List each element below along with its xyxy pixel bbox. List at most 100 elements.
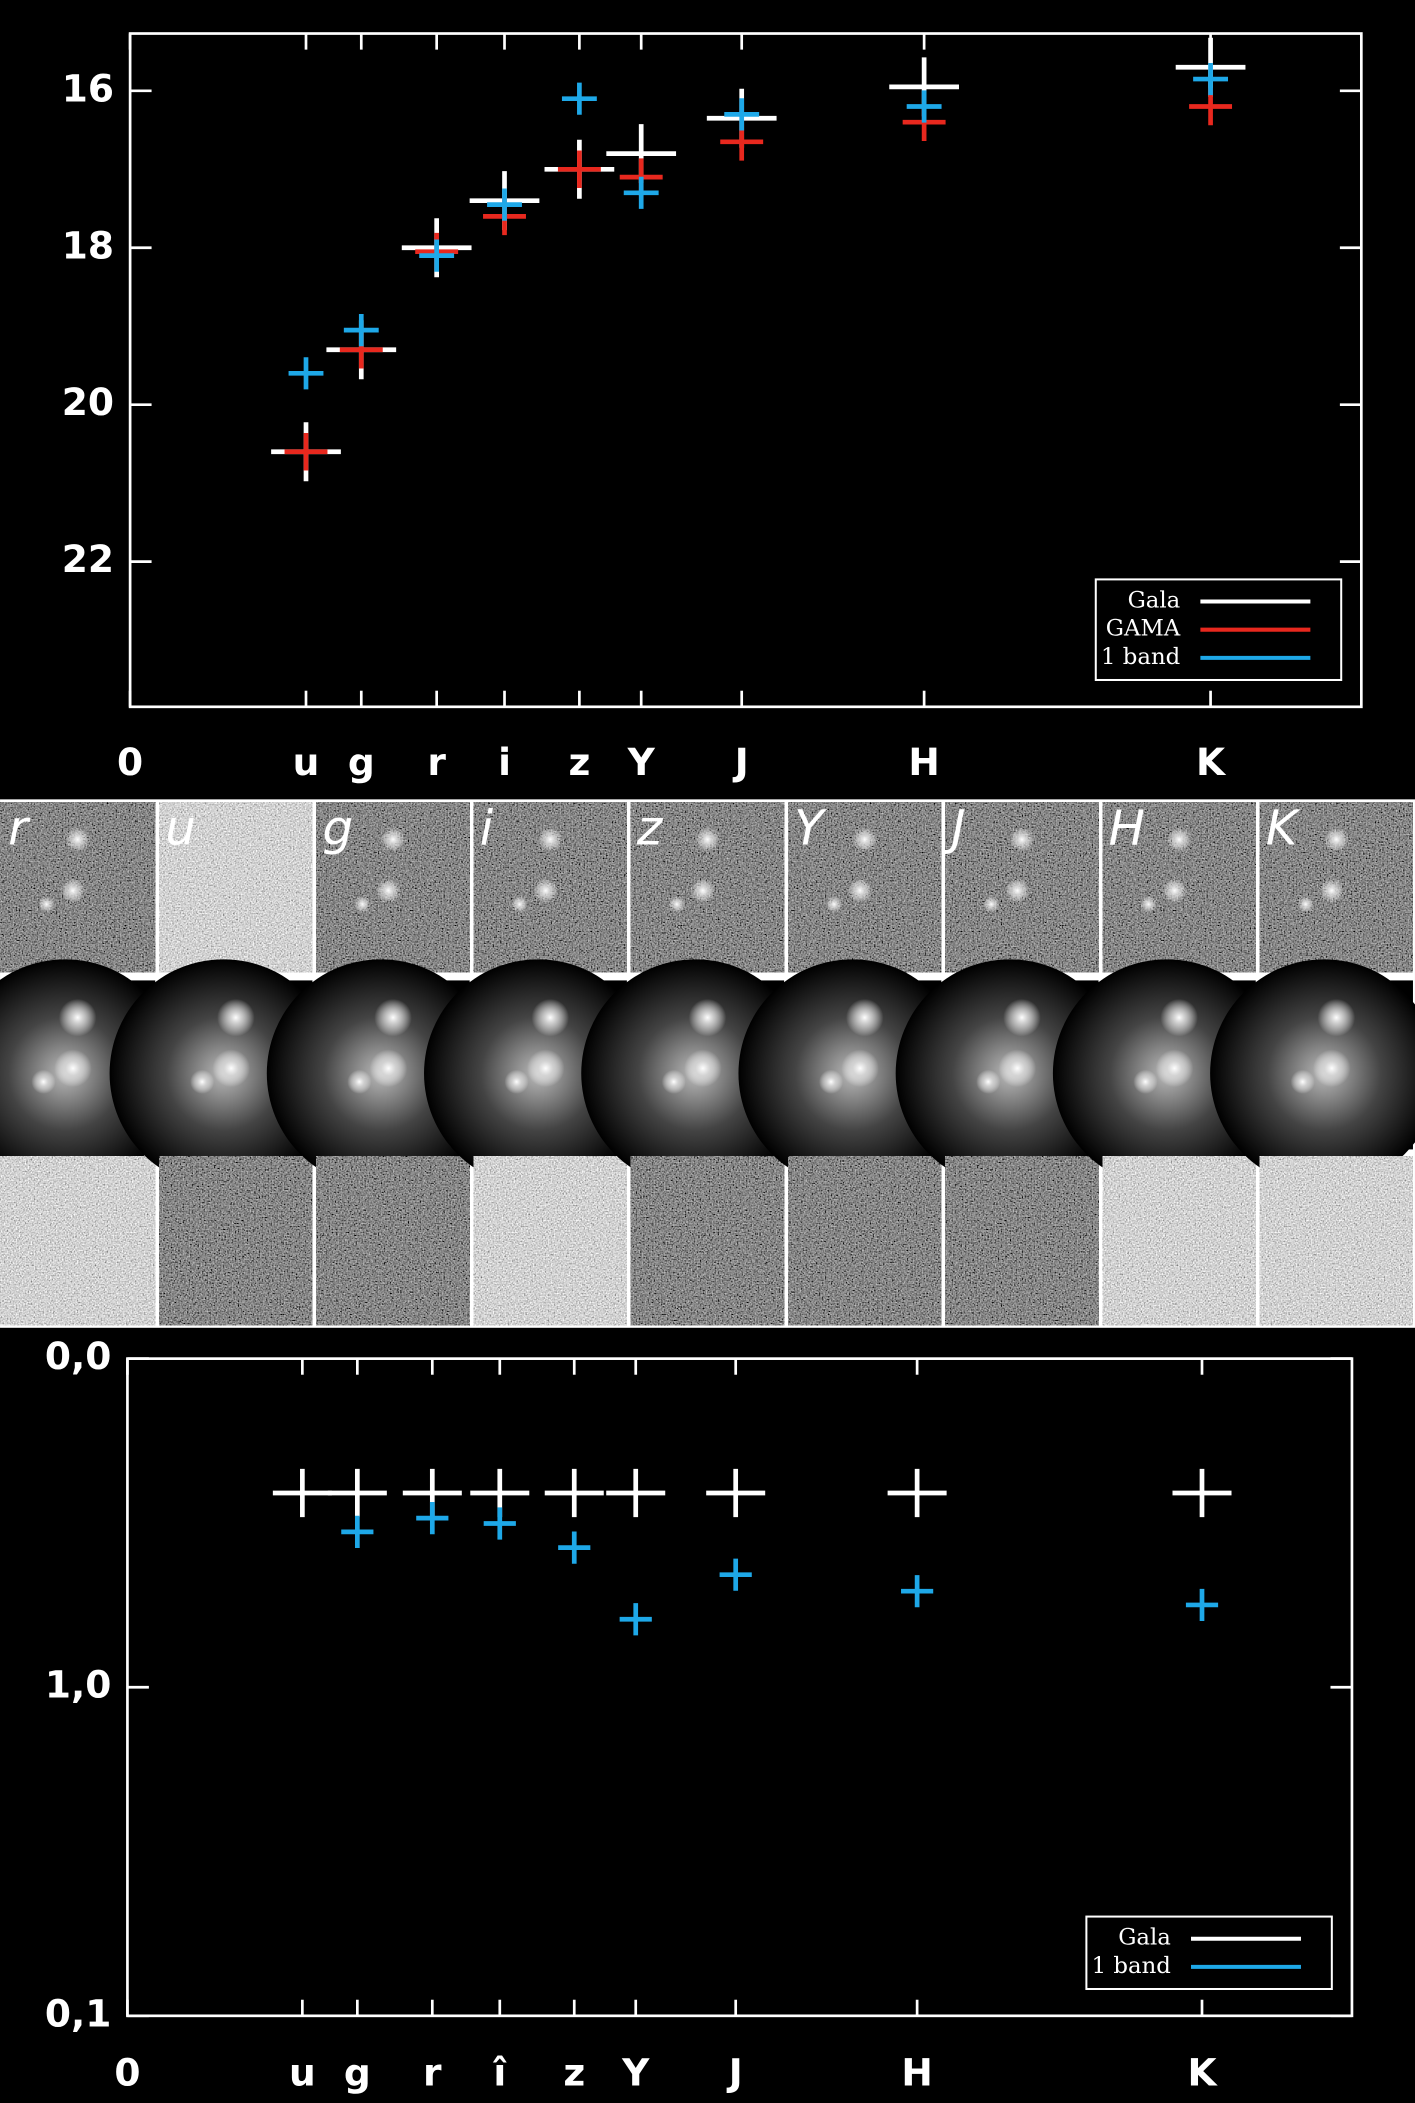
noise — [159, 1156, 312, 1325]
band-label: K — [1266, 801, 1301, 857]
x-tick-label: H — [908, 740, 939, 784]
source — [848, 879, 872, 903]
x-tick-label: u — [293, 740, 320, 784]
model-source — [347, 1070, 371, 1094]
model-source — [374, 999, 412, 1037]
model-source — [689, 999, 727, 1037]
source — [512, 896, 528, 912]
model-source — [505, 1070, 529, 1094]
source — [826, 896, 842, 912]
model-source — [1160, 999, 1198, 1037]
image-tile — [788, 1156, 941, 1325]
image-tile — [0, 1156, 155, 1325]
x-tick-label: g — [344, 2050, 371, 2094]
image-tile — [945, 802, 1098, 972]
model-source — [190, 1070, 214, 1094]
noise — [631, 1156, 784, 1325]
source — [1162, 879, 1186, 903]
x-tick-label: K — [1196, 740, 1227, 784]
x-tick-label: Y — [621, 2050, 650, 2094]
source — [1320, 879, 1344, 903]
image-tile — [159, 1156, 312, 1325]
model-source — [1156, 1050, 1194, 1088]
source — [695, 827, 719, 851]
source — [1298, 896, 1314, 912]
band-label: z — [636, 801, 664, 857]
model-source — [1133, 1070, 1157, 1094]
legend-label: 1 band — [1092, 1953, 1171, 1979]
noise — [316, 1156, 469, 1325]
x-tick-label: i — [498, 740, 511, 784]
x-tick-label: J — [732, 740, 749, 784]
x-tick-label: H — [901, 2050, 932, 2094]
source — [983, 896, 999, 912]
band-label: g — [323, 801, 354, 857]
x-tick-label: z — [568, 740, 590, 784]
model-source — [684, 1050, 722, 1088]
x-tick-label: J — [726, 2050, 743, 2094]
y-tick-label: 18 — [62, 223, 114, 267]
model-source — [1318, 999, 1356, 1037]
model-source — [976, 1070, 1000, 1094]
band-label: u — [165, 801, 196, 857]
noise — [1260, 1156, 1413, 1325]
x-tick-label: z — [563, 2050, 585, 2094]
model-source — [217, 999, 255, 1037]
x-tick-label: u — [289, 2050, 316, 2094]
image-tile — [474, 802, 627, 972]
source — [66, 827, 90, 851]
model-source — [212, 1050, 250, 1088]
noise — [474, 1156, 627, 1325]
figure: rugizYJHK161820220ugrizYJHKGalaGAMA1 ban… — [0, 0, 1415, 2103]
x-tick-label: r — [427, 740, 446, 784]
x-tick-label: 0 — [114, 2050, 140, 2094]
noise — [945, 1156, 1098, 1325]
source — [381, 827, 405, 851]
source — [354, 896, 370, 912]
model-source — [662, 1070, 686, 1094]
model-source — [54, 1050, 92, 1088]
y-tick-label: 16 — [62, 66, 114, 110]
image-tile — [945, 1156, 1098, 1325]
model-source — [1313, 1050, 1351, 1088]
model-source — [841, 1050, 879, 1088]
source — [61, 879, 85, 903]
y-tick-label: 20 — [62, 380, 114, 424]
model-source — [532, 999, 570, 1037]
model-source — [999, 1050, 1037, 1088]
x-tick-label: î — [492, 2050, 507, 2094]
source — [538, 827, 562, 851]
source — [1140, 896, 1156, 912]
source — [376, 879, 400, 903]
source — [39, 896, 55, 912]
image-tile — [316, 1156, 469, 1325]
source — [691, 879, 715, 903]
image-tile — [474, 1156, 627, 1325]
noise — [1103, 1156, 1256, 1325]
source — [1167, 827, 1191, 851]
model-source — [31, 1070, 55, 1094]
model-source — [819, 1070, 843, 1094]
model-source — [370, 1050, 408, 1088]
x-tick-label: 0 — [117, 740, 143, 784]
image-tile — [631, 1156, 784, 1325]
page: {"chart_data": [ {"type": "scatter", "x"… — [0, 0, 1415, 2103]
x-tick-label: Y — [627, 740, 656, 784]
model-source — [1291, 1070, 1315, 1094]
source — [1005, 879, 1029, 903]
source — [853, 827, 877, 851]
band-label: H — [1109, 801, 1145, 857]
source — [669, 896, 685, 912]
source — [534, 879, 558, 903]
band-label: i — [480, 801, 494, 857]
legend-label: 1 band — [1101, 644, 1180, 670]
model-source — [527, 1050, 565, 1088]
legend-label: GAMA — [1106, 616, 1181, 642]
x-tick-label: r — [423, 2050, 442, 2094]
noise — [788, 1156, 941, 1325]
legend-label: Gala — [1128, 588, 1181, 614]
image-tile — [1260, 1156, 1413, 1325]
x-tick-label: g — [348, 740, 375, 784]
noise — [0, 1156, 155, 1325]
y-tick-label: 1,0 — [45, 1663, 112, 1707]
